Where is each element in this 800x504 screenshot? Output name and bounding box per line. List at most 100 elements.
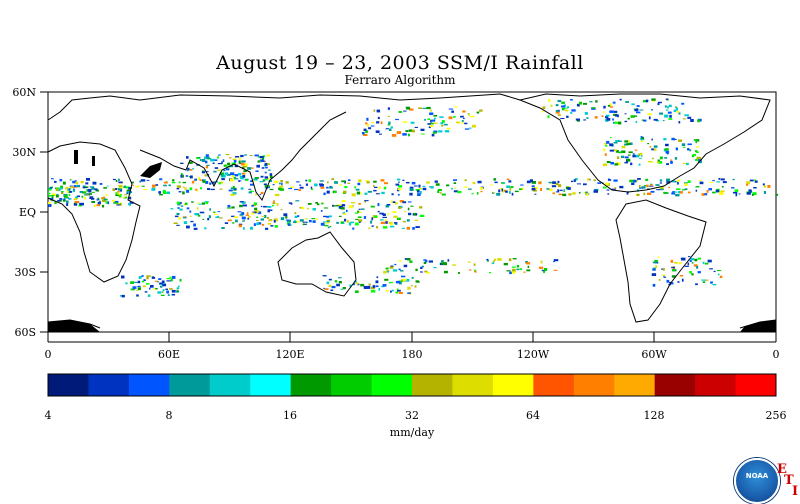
rain-cell	[250, 183, 254, 186]
rain-cell	[502, 190, 505, 193]
rain-cell	[472, 181, 476, 185]
rain-cell	[186, 170, 189, 172]
rain-cell	[156, 281, 159, 283]
rain-cell	[678, 191, 681, 194]
rain-cell	[550, 104, 553, 107]
rain-cell	[717, 273, 720, 276]
rain-cell	[73, 185, 77, 188]
rain-cell	[302, 221, 307, 223]
rain-cell	[183, 203, 186, 206]
rain-cell	[213, 170, 217, 173]
colorbar-tick-label: 4	[45, 409, 52, 422]
rain-cell	[238, 224, 242, 228]
rain-cell	[243, 166, 248, 168]
rain-cell	[738, 193, 741, 195]
rain-cell	[336, 221, 339, 224]
rain-cell	[702, 281, 706, 283]
rain-cell	[676, 111, 680, 113]
rain-cell	[409, 188, 414, 191]
rain-cell	[312, 208, 316, 211]
rain-cell	[179, 278, 182, 282]
rain-cell	[712, 284, 717, 286]
rain-cell	[81, 195, 84, 198]
rain-cell	[121, 294, 125, 298]
rain-cell	[60, 199, 63, 201]
rain-cell	[73, 188, 75, 191]
rain-cell	[54, 201, 57, 205]
rain-cell	[267, 177, 270, 180]
rain-cell	[479, 187, 483, 190]
rain-cell	[526, 180, 531, 184]
rain-cell	[261, 223, 265, 226]
rain-cell	[655, 265, 657, 269]
rain-cell	[388, 128, 392, 131]
rain-cell	[403, 278, 407, 281]
rain-cell	[571, 109, 576, 112]
rain-cell	[182, 181, 187, 184]
rain-cell	[75, 196, 78, 198]
rain-cell	[128, 187, 131, 190]
rain-cell	[88, 188, 92, 192]
rain-cell	[668, 104, 672, 108]
rain-cell	[631, 103, 635, 106]
rain-cell	[594, 188, 599, 191]
rain-cell	[362, 131, 365, 135]
rain-cell	[305, 218, 308, 220]
rain-cell	[74, 180, 77, 182]
rain-cell	[366, 124, 369, 127]
rain-cell	[152, 276, 156, 279]
rain-cell	[376, 276, 379, 279]
rain-cell	[531, 187, 536, 191]
rain-cell	[368, 127, 372, 130]
rain-cell	[189, 187, 193, 191]
rain-cell	[416, 190, 420, 193]
rain-cell	[346, 209, 348, 212]
rain-cell	[49, 187, 53, 189]
rain-cell	[428, 126, 431, 129]
rain-cell	[370, 205, 375, 208]
lon-label: 0	[773, 348, 780, 361]
rain-cell	[589, 178, 591, 181]
rain-cell	[467, 188, 472, 190]
rain-cell	[624, 162, 629, 164]
rain-cell	[311, 188, 314, 190]
rain-cell	[223, 164, 227, 167]
rain-cell	[474, 270, 477, 273]
rain-cell	[320, 210, 323, 212]
rain-cell	[326, 186, 329, 189]
rain-cell	[341, 180, 346, 183]
rain-cell	[659, 182, 663, 184]
rain-cell	[84, 196, 86, 200]
rain-cell	[179, 202, 182, 204]
rain-cell	[720, 190, 725, 193]
rain-cell	[402, 133, 407, 136]
rain-cell	[267, 209, 273, 211]
rain-cell	[563, 189, 566, 192]
rain-cell	[343, 213, 347, 215]
rain-cell	[634, 149, 638, 151]
rain-cell	[178, 181, 181, 184]
rain-cell	[136, 289, 139, 291]
rain-cell	[397, 207, 402, 209]
rain-cell	[696, 139, 700, 142]
rain-cell	[393, 215, 398, 218]
rain-cell	[411, 277, 414, 279]
rain-cell	[663, 138, 667, 141]
rain-cell	[101, 204, 105, 208]
rain-cell	[232, 192, 237, 195]
rain-cell	[372, 285, 376, 288]
rain-cell	[650, 184, 653, 187]
rain-cell	[553, 260, 556, 263]
rain-cell	[197, 214, 201, 217]
rain-cell	[213, 213, 218, 215]
rain-cell	[453, 182, 457, 184]
rain-cell	[477, 180, 482, 184]
rain-cell	[434, 117, 436, 120]
rain-cell	[657, 159, 660, 162]
rain-cell	[526, 269, 531, 272]
rain-cell	[605, 116, 609, 119]
rain-cell	[709, 181, 713, 183]
rain-cell	[178, 191, 182, 193]
rain-cell	[405, 181, 410, 184]
